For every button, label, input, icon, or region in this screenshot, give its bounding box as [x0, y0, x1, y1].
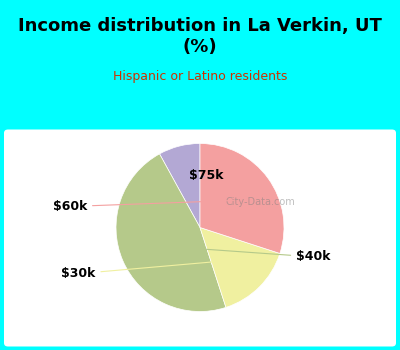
- Text: $30k: $30k: [61, 260, 230, 280]
- Wedge shape: [200, 228, 280, 307]
- FancyBboxPatch shape: [4, 130, 396, 346]
- Text: City-Data.com: City-Data.com: [225, 197, 295, 207]
- Text: $40k: $40k: [160, 246, 331, 264]
- Text: Hispanic or Latino residents: Hispanic or Latino residents: [113, 70, 287, 83]
- Wedge shape: [160, 144, 200, 228]
- Wedge shape: [200, 144, 284, 253]
- Text: Income distribution in La Verkin, UT
(%): Income distribution in La Verkin, UT (%): [18, 18, 382, 56]
- Wedge shape: [116, 154, 226, 312]
- Text: $60k: $60k: [53, 200, 234, 213]
- Text: $75k: $75k: [190, 169, 224, 182]
